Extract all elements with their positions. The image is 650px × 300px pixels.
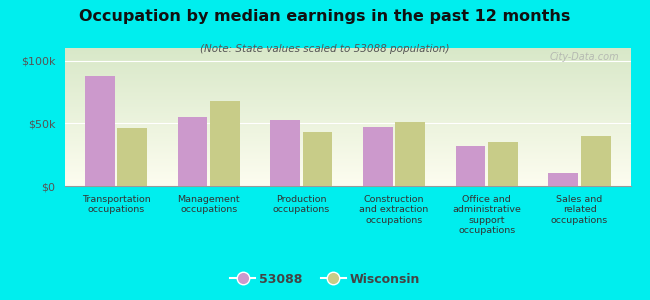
Bar xyxy=(549,173,578,186)
Bar xyxy=(303,132,332,186)
Bar xyxy=(456,146,486,186)
Bar xyxy=(85,76,114,186)
Bar xyxy=(363,127,393,186)
Bar xyxy=(270,119,300,186)
Bar xyxy=(177,117,207,186)
Text: City-Data.com: City-Data.com xyxy=(549,52,619,62)
Text: (Note: State values scaled to 53088 population): (Note: State values scaled to 53088 popu… xyxy=(200,44,450,53)
Bar xyxy=(118,128,147,186)
Bar xyxy=(210,101,240,186)
Bar xyxy=(488,142,518,186)
Text: Occupation by median earnings in the past 12 months: Occupation by median earnings in the pas… xyxy=(79,9,571,24)
Bar xyxy=(581,136,610,186)
Bar xyxy=(395,122,425,186)
Legend: 53088, Wisconsin: 53088, Wisconsin xyxy=(225,268,425,291)
